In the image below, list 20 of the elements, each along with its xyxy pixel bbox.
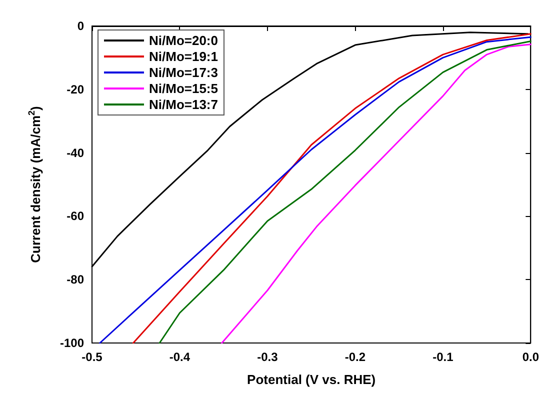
y-tick-label: -80 [66,272,84,287]
x-tick-label: -0.4 [169,350,190,364]
y-tick-label: -40 [66,146,84,160]
y-tick-label: 0 [77,19,84,33]
legend-label: Ni/Mo=19:1 [149,49,218,64]
line-series [221,44,532,344]
x-tick-label: 0.0 [522,350,540,364]
y-tick-label: -20 [66,82,84,96]
legend-label: Ni/Mo=13:7 [149,97,218,112]
x-tick-label: -0.3 [257,350,278,364]
x-tick-label: -0.1 [432,350,454,364]
y-tick-label: -100 [60,336,84,350]
y-axis-title: Current density (mA/cm2) [26,106,43,263]
y-tick-label: -60 [66,209,84,224]
x-axis-title: Potential (V vs. RHE) [247,372,376,387]
x-tick-label: -0.2 [344,350,366,364]
x-tick-label: -0.5 [82,350,103,364]
legend-label: Ni/Mo=20:0 [149,33,218,48]
legend-label: Ni/Mo=15:5 [149,81,218,96]
legend-label: Ni/Mo=17:3 [149,65,218,80]
